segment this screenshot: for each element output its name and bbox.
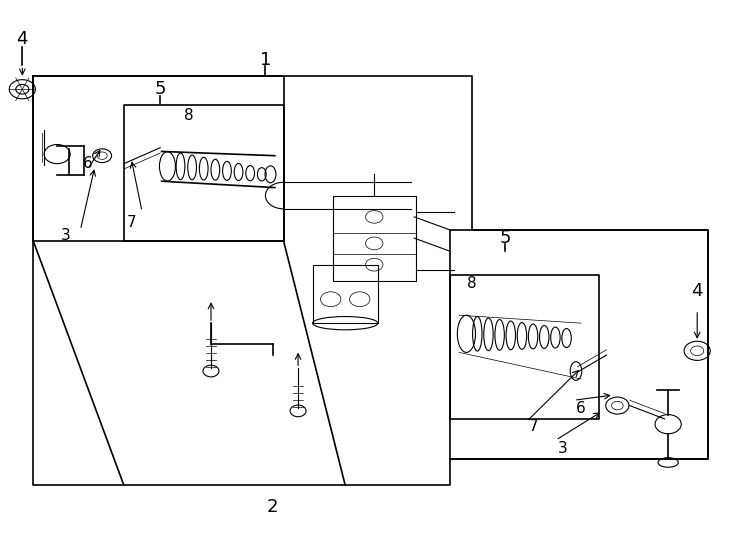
Text: 6: 6 bbox=[83, 156, 92, 171]
Text: 4: 4 bbox=[17, 30, 28, 48]
Text: 3: 3 bbox=[61, 228, 70, 243]
Text: 3: 3 bbox=[558, 441, 568, 456]
Text: 6: 6 bbox=[576, 401, 586, 416]
Text: 7: 7 bbox=[126, 214, 136, 230]
Text: 1: 1 bbox=[260, 51, 271, 69]
Text: 4: 4 bbox=[691, 282, 703, 300]
Text: 7: 7 bbox=[529, 420, 539, 434]
Text: 5: 5 bbox=[154, 80, 166, 98]
Text: 8: 8 bbox=[184, 109, 194, 123]
Text: 5: 5 bbox=[499, 229, 511, 247]
Text: 2: 2 bbox=[267, 497, 278, 516]
Text: 8: 8 bbox=[468, 276, 477, 291]
Bar bbox=[313, 265, 378, 323]
Bar bbox=[333, 195, 416, 281]
